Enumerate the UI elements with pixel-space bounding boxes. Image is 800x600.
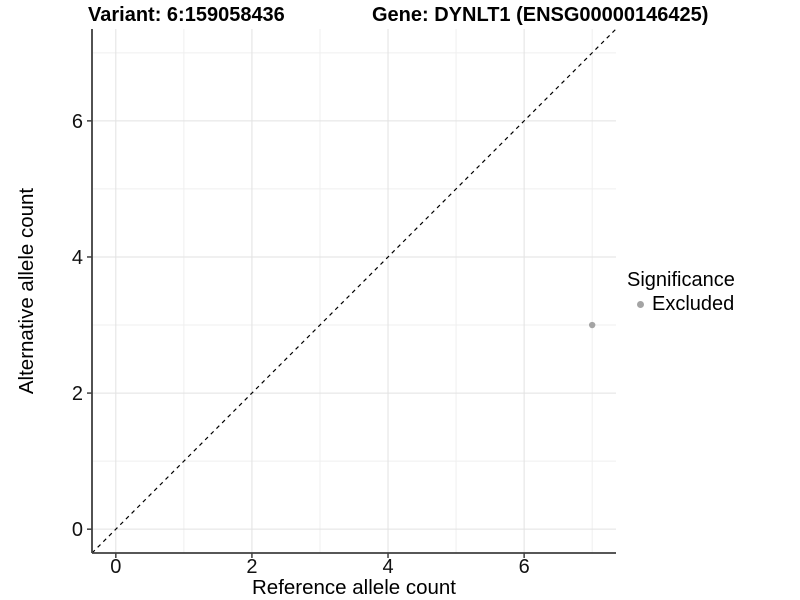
identity-line	[91, 28, 617, 554]
y-tick-label: 0	[72, 519, 83, 541]
y-tick-label: 6	[72, 111, 83, 133]
x-tick-label: 6	[519, 556, 530, 578]
gene-title: Gene: DYNLT1 (ENSG00000146425)	[372, 4, 709, 26]
legend-marker-circle-icon	[637, 301, 644, 308]
x-tick-label: 2	[246, 556, 257, 578]
x-axis-title: Reference allele count	[252, 576, 456, 599]
y-tick-label: 2	[72, 383, 83, 405]
x-tick-label: 0	[110, 556, 121, 578]
data-point	[588, 321, 596, 329]
x-tick-label: 4	[382, 556, 393, 578]
legend-item-label: Excluded	[652, 293, 735, 315]
y-tick-label: 4	[72, 247, 83, 269]
y-axis-title: Alternative allele count	[15, 187, 38, 395]
legend-title: Significance	[627, 269, 735, 291]
legend: Significance Excluded	[627, 269, 735, 316]
variant-title: Variant: 6:159058436	[88, 4, 285, 26]
legend-item-excluded: Excluded	[627, 293, 735, 316]
